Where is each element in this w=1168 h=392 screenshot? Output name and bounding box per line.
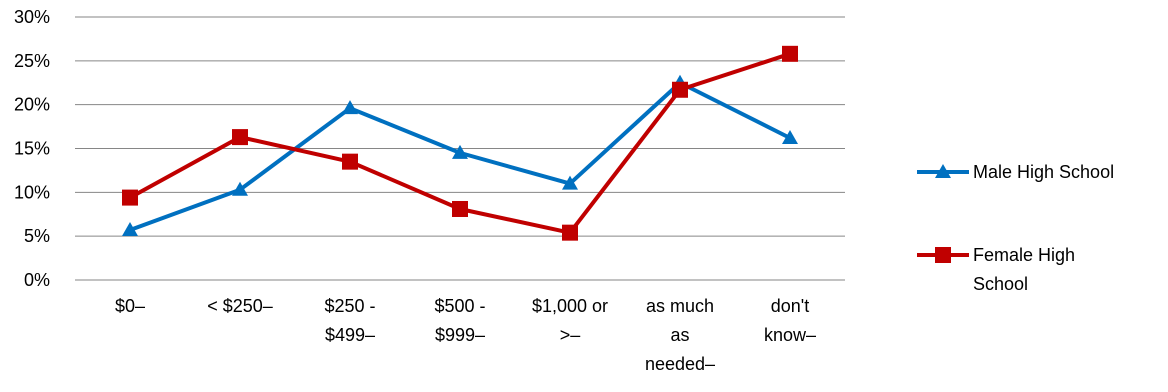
data-series <box>122 45 798 241</box>
y-tick-label: 15% <box>14 139 50 159</box>
data-point <box>342 100 358 115</box>
data-point <box>452 144 468 159</box>
legend-label: Male High School <box>973 162 1114 182</box>
x-tick-label: < $250– <box>207 296 273 316</box>
data-point <box>562 224 578 241</box>
y-tick-label: 5% <box>24 226 50 246</box>
y-tick-label: 25% <box>14 51 50 71</box>
x-tick-label: as much as needed– <box>645 296 715 374</box>
legend-label: Female High School <box>973 245 1075 294</box>
data-point <box>232 129 248 146</box>
legend-entry: Female High School <box>917 245 1075 294</box>
gridlines <box>75 16 845 281</box>
data-point <box>782 45 798 62</box>
data-point <box>452 200 468 217</box>
y-axis-tick-labels: 0% 5% 10% 15% 20% 25% 30% <box>14 7 50 290</box>
data-point <box>782 129 798 144</box>
data-point <box>672 81 688 98</box>
x-tick-label: $500 -$999– <box>434 296 485 345</box>
x-tick-label: $250 -$499– <box>324 296 375 345</box>
x-axis-tick-labels: $0– < $250– $250 -$499– $500 -$999– $1,000 o… <box>115 296 816 374</box>
data-point <box>232 181 248 196</box>
legend-entry: Male High School <box>917 162 1114 182</box>
data-point <box>122 189 138 206</box>
series-square <box>122 45 798 241</box>
legend: Male High School Female High School <box>917 162 1114 294</box>
y-tick-label: 30% <box>14 7 50 27</box>
y-tick-label: 10% <box>14 182 50 202</box>
legend-marker <box>935 164 951 178</box>
data-point <box>122 222 138 237</box>
data-point <box>342 153 358 170</box>
x-tick-label: $1,000 or >– <box>532 296 608 345</box>
y-tick-label: 0% <box>24 270 50 290</box>
x-tick-label: don't know– <box>764 296 816 345</box>
x-tick-label: $0– <box>115 296 145 316</box>
legend-marker <box>935 247 951 263</box>
y-tick-label: 20% <box>14 95 50 115</box>
data-point <box>562 175 578 190</box>
